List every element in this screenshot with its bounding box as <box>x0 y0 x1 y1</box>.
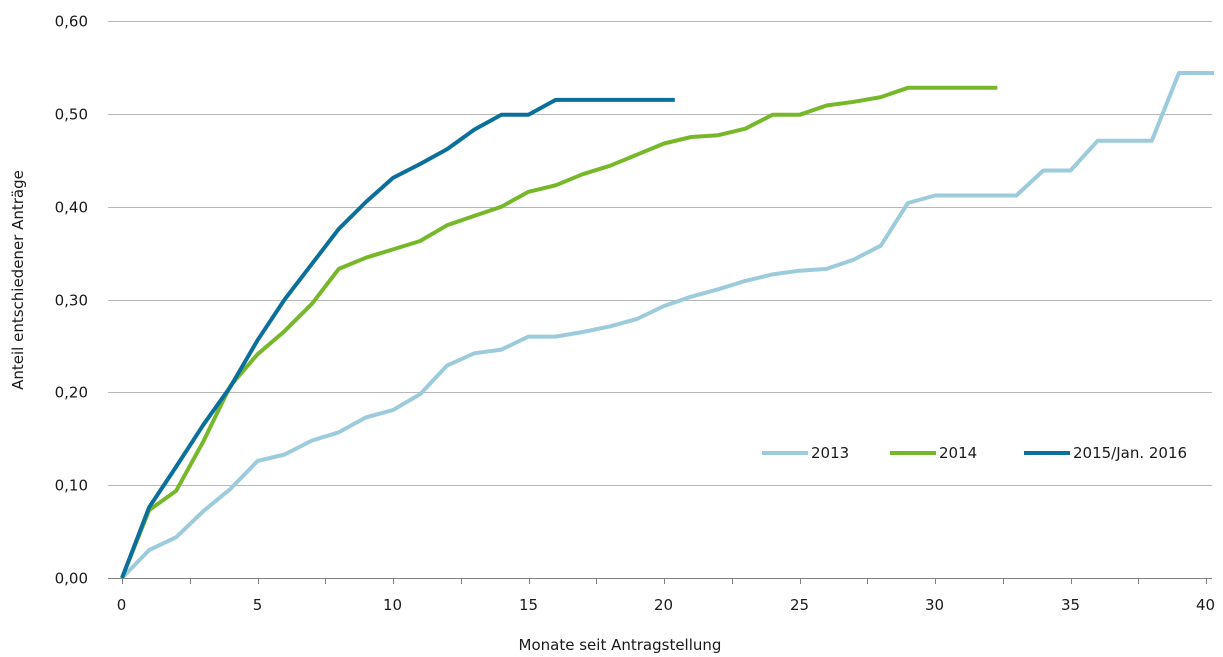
series-line-2015-jan-2016 <box>120 97 675 579</box>
y-tick-label: 0,30 <box>55 292 88 310</box>
x-tick-label: 15 <box>519 596 538 614</box>
x-axis: 0 5 10 15 20 25 30 35 40 <box>108 578 1215 614</box>
x-tick-label: 40 <box>1196 596 1215 614</box>
y-tick-label: 0,00 <box>55 570 88 588</box>
y-tick-label: 0,20 <box>55 384 88 402</box>
series-line-2013 <box>120 71 1215 580</box>
legend-label-2014: 2014 <box>939 444 977 462</box>
x-tick-label: 5 <box>253 596 263 614</box>
x-tick-label: 20 <box>654 596 673 614</box>
y-axis-title: Anteil entschiedener Anträge <box>9 170 27 390</box>
gridlines <box>108 21 1212 486</box>
y-axis: 0,00 0,10 0,20 0,30 0,40 0,50 0,60 <box>55 13 88 588</box>
x-tick-label: 30 <box>925 596 944 614</box>
y-tick-label: 0,50 <box>55 106 88 124</box>
x-tick-label: 25 <box>790 596 809 614</box>
y-tick-label: 0,40 <box>55 199 88 217</box>
series-lines <box>120 71 1215 580</box>
legend-label-2015-jan-2016: 2015/Jan. 2016 <box>1073 444 1187 462</box>
legend: 2013 2014 2015/Jan. 2016 <box>762 444 1187 462</box>
legend-label-2013: 2013 <box>811 444 849 462</box>
series-line-2014 <box>120 85 998 579</box>
x-axis-title: Monate seit Antragstellung <box>519 636 722 654</box>
x-tick-label: 0 <box>117 596 127 614</box>
y-tick-label: 0,60 <box>55 13 88 31</box>
x-tick-label: 10 <box>383 596 402 614</box>
x-tick-label: 35 <box>1061 596 1080 614</box>
y-tick-label: 0,10 <box>55 477 88 495</box>
